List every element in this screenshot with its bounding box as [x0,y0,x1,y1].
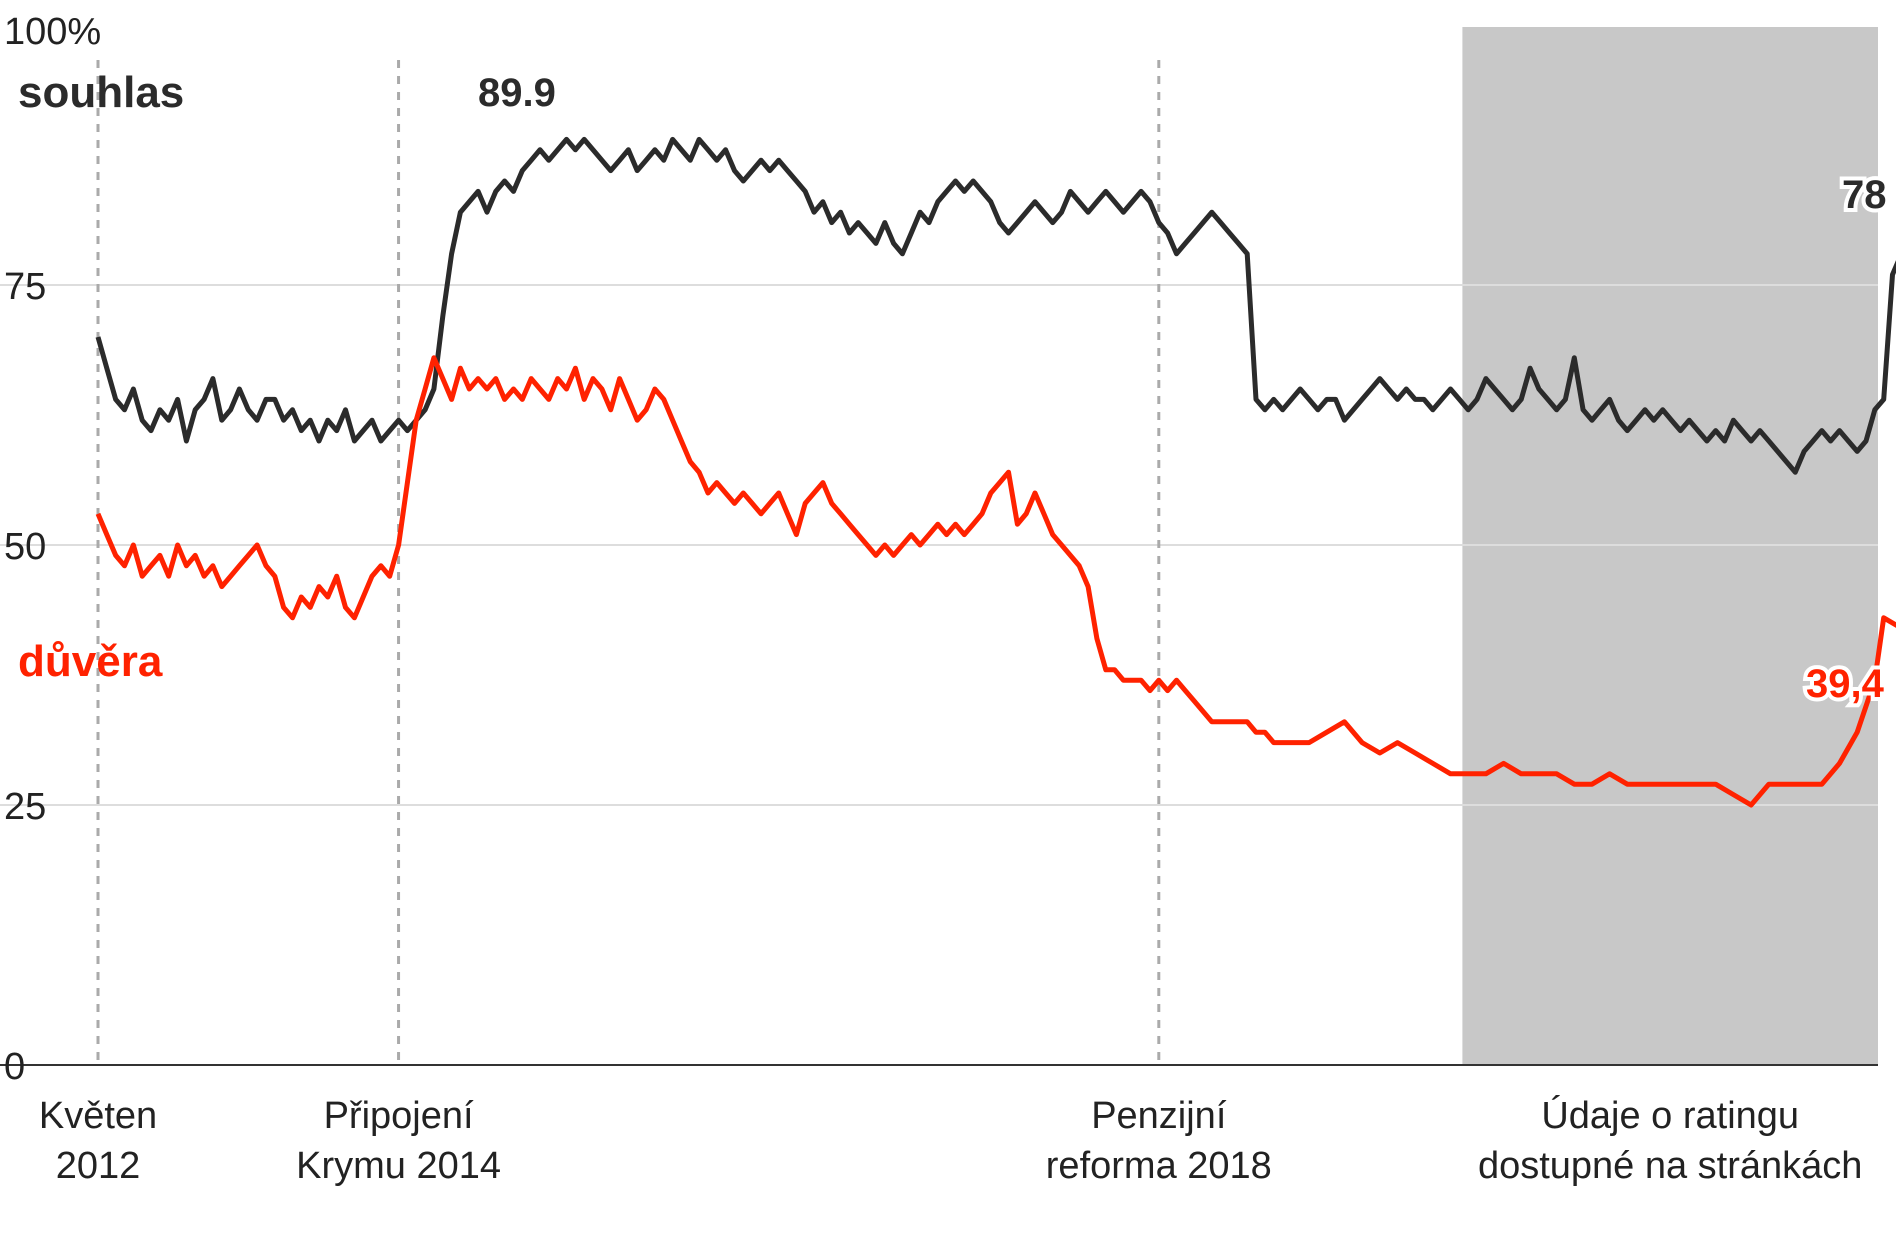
event-label-line2: Krymu 2014 [296,1145,501,1187]
event-label-line1: Připojení [324,1095,474,1137]
gridlines [0,284,1878,1066]
y-tick-label: 25 [4,786,46,828]
event-lines [96,60,1161,1065]
peak-value-label: 89.9 [478,71,556,115]
y-tick-label: 0 [4,1046,25,1088]
series-line-souhlas [95,136,1896,475]
y-tick-labels: 0 25 50 75 100% [4,11,101,1088]
event-label-line1: Údaje o ratingu [1541,1094,1799,1137]
y-tick-label: 50 [4,526,46,568]
event-label-line2: dostupné na stránkách [1478,1145,1863,1187]
x-event-labels: Květen 2012 Připojení Krymu 2014 Penzijní ref… [39,1094,1863,1187]
event-label-line2: reforma 2018 [1046,1145,1272,1187]
event-label-line2: 2012 [56,1145,141,1187]
series-lines [95,136,1896,808]
duvera-series-label: důvěra [18,637,163,686]
duvera-last-value-label: 39,4 [1806,662,1885,706]
souhlas-series-label: souhlas [18,68,184,117]
event-label-line1: Penzijní [1091,1095,1227,1137]
souhlas-last-value-label: 78 [1842,173,1887,217]
y-tick-label: 100% [4,11,101,53]
event-label-line1: Květen [39,1095,157,1137]
y-tick-label: 75 [4,266,46,308]
series-line-duvera [95,355,1896,808]
